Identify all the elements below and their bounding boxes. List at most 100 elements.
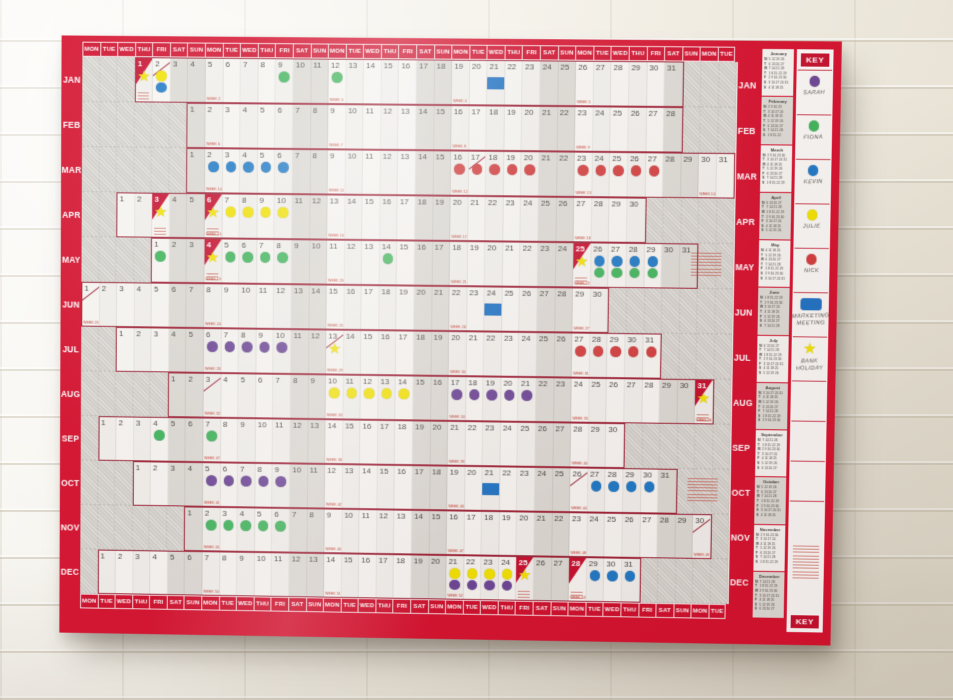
month-label-apr: APR xyxy=(733,199,760,245)
date-number: 27 xyxy=(556,424,565,433)
day-cell-feb-25: 25 xyxy=(610,108,628,152)
date-number: 5 xyxy=(260,105,265,114)
date-number: 5 xyxy=(241,375,245,384)
day-cell-nov-18: 18 xyxy=(482,512,500,555)
date-number: 13 xyxy=(380,377,389,386)
date-number: 9 xyxy=(294,241,299,250)
dot-nick xyxy=(472,164,483,175)
date-number: 12 xyxy=(327,466,336,475)
day-cell-aug-28: 28 xyxy=(642,379,660,422)
day-cell-sep-20: 20 xyxy=(430,422,448,465)
mini-calendar-month-name: July xyxy=(759,337,787,342)
day-cell-jan-3: 3 xyxy=(171,58,189,101)
date-number: 12 xyxy=(383,152,392,161)
day-cell-aug-1: 1 xyxy=(169,373,187,416)
date-number: 15 xyxy=(345,421,354,430)
day-cell-apr-30: 30 xyxy=(627,199,645,242)
date-number: 3 xyxy=(170,464,174,473)
day-markers: ★ xyxy=(695,392,712,405)
day-cell-mar-14: 14 xyxy=(416,151,434,194)
date-number: 30 xyxy=(695,516,704,525)
empty-cell xyxy=(680,289,698,334)
day-markers xyxy=(469,164,486,175)
day-cell-mar-12: 12 xyxy=(380,151,398,194)
day-cell-mar-16: 16 WEEK 12 xyxy=(451,151,469,194)
day-cell-jul-22: 22 xyxy=(484,332,502,375)
day-cell-sep-10: 10 xyxy=(255,419,273,462)
date-number: 4 xyxy=(223,375,227,384)
date-number: 4 xyxy=(172,195,176,204)
day-cell-may-3: 3 xyxy=(187,239,205,282)
day-cell-feb-10: 10 xyxy=(346,105,364,148)
date-number: 14 xyxy=(414,512,423,521)
key-title: KEY xyxy=(800,52,831,67)
empty-cell xyxy=(115,505,133,550)
dot-nick xyxy=(646,346,657,357)
dot-sarah xyxy=(484,580,495,591)
date-number: 4 xyxy=(207,240,211,249)
day-cell-jun-7: 7 xyxy=(187,284,205,327)
empty-cell xyxy=(82,102,100,147)
day-cell-aug-8: 8 xyxy=(291,375,309,418)
day-cell-dec-14: 14 WEEK 51 xyxy=(324,554,342,597)
day-header-mon: MON xyxy=(451,45,469,60)
day-header-mon: MON xyxy=(205,43,223,58)
day-header-mon: MON xyxy=(328,44,346,59)
week-number-label: WEEK 31 xyxy=(573,372,589,376)
date-number: 14 xyxy=(382,242,391,251)
day-markers xyxy=(626,256,643,278)
dot-fiona xyxy=(383,253,394,264)
empty-cell xyxy=(134,147,152,192)
empty-cell xyxy=(99,237,117,282)
dot-sarah xyxy=(276,476,286,487)
date-number: 19 xyxy=(506,153,515,162)
empty-cell xyxy=(693,559,711,604)
month-row-jan: 1 ★ 2 3 4 5 WEEK 2 6 7 8 9 10 11 12 WEEK 3 13 14 15 16 17 18… xyxy=(82,57,738,108)
date-number: 27 xyxy=(611,245,620,254)
date-number: 13 xyxy=(309,555,318,564)
day-header-wed: WED xyxy=(480,600,498,615)
date-number: 1 xyxy=(101,418,105,427)
date-number: 28 xyxy=(666,109,675,118)
dot-fiona xyxy=(332,72,343,83)
day-markers xyxy=(203,430,219,441)
day-cell-aug-12: 12 xyxy=(361,376,379,419)
day-markers: ★ xyxy=(573,255,590,268)
date-number: 30 xyxy=(643,470,652,479)
day-cell-may-27: 27 xyxy=(608,244,626,287)
date-number: 31 xyxy=(624,560,633,569)
day-cell-dec-18: 18 xyxy=(394,555,412,598)
day-cell-jul-12: 12 xyxy=(309,330,327,373)
date-number: 26 xyxy=(557,334,566,343)
empty-cell xyxy=(117,57,135,102)
date-number: 1 xyxy=(138,59,142,68)
date-number: 7 xyxy=(292,510,296,519)
empty-cell xyxy=(117,147,135,192)
date-number: 29 xyxy=(631,63,640,72)
empty-cell xyxy=(82,147,100,192)
date-number: 19 xyxy=(507,108,516,117)
week-number-label: WEEK 43 xyxy=(448,504,464,508)
day-header-sun: SUN xyxy=(310,43,328,58)
week-number-label: WEEK 10 xyxy=(206,187,222,191)
date-number: 22 xyxy=(486,333,495,342)
date-number: 23 xyxy=(556,379,565,388)
day-cell-sep-19: 19 xyxy=(413,421,431,464)
empty-cell xyxy=(116,237,134,282)
day-cell-apr-3: 3 ★ xyxy=(152,194,170,237)
date-number: 1 xyxy=(190,105,194,114)
day-cell-nov-12: 12 xyxy=(377,510,395,553)
day-cell-feb-2: 2 WEEK 6 xyxy=(205,104,223,147)
date-number: 8 xyxy=(206,285,210,294)
month-label-jun: JUN xyxy=(731,289,758,335)
date-number: 3 xyxy=(189,240,193,249)
date-number: 19 xyxy=(486,378,495,387)
day-markers xyxy=(572,346,589,357)
date-number: 10 xyxy=(348,151,357,160)
empty-cell xyxy=(699,198,717,244)
date-number: 2 xyxy=(172,240,176,249)
day-cell-jan-11: 11 xyxy=(311,60,329,103)
dot-sarah xyxy=(502,580,513,591)
day-cell-feb-26: 26 xyxy=(628,108,646,152)
date-number: 26 xyxy=(538,424,547,433)
